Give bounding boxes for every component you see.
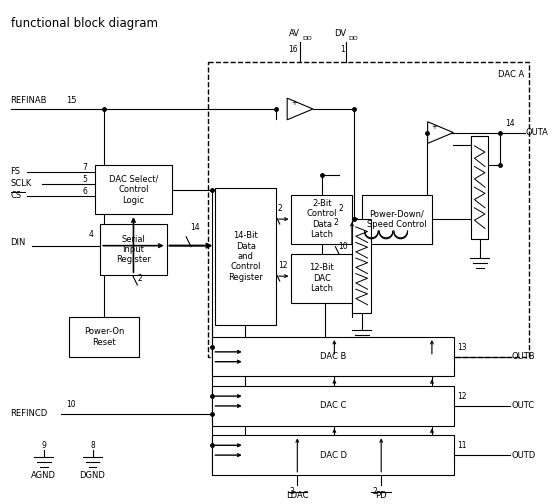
Text: DD: DD	[348, 36, 358, 41]
Text: SCLK: SCLK	[11, 179, 32, 188]
Bar	[352, 219, 371, 312]
Text: 2: 2	[138, 274, 142, 283]
Bar	[291, 195, 352, 244]
Bar	[213, 337, 455, 376]
Text: 1: 1	[340, 45, 345, 54]
Text: 14: 14	[190, 223, 200, 232]
Text: 13: 13	[457, 343, 467, 352]
Bar	[291, 254, 352, 303]
Text: 4: 4	[89, 230, 93, 239]
Text: FS: FS	[11, 167, 21, 176]
Text: DIN: DIN	[11, 238, 26, 247]
Text: 2: 2	[339, 204, 343, 213]
Text: 2: 2	[373, 486, 378, 495]
Polygon shape	[427, 122, 453, 144]
Text: DAC Select/
Control
Logic: DAC Select/ Control Logic	[109, 175, 158, 205]
Text: 3: 3	[289, 486, 294, 495]
Text: 9: 9	[41, 441, 46, 450]
Text: DAC D: DAC D	[320, 451, 347, 460]
Text: CS: CS	[11, 191, 22, 200]
Bar	[213, 435, 455, 475]
Text: 12: 12	[278, 261, 287, 270]
Bar	[69, 318, 139, 357]
Text: 7: 7	[83, 163, 88, 172]
Text: OUTC: OUTC	[512, 402, 535, 410]
Bar	[208, 62, 529, 357]
Text: DV: DV	[334, 29, 346, 38]
Text: +: +	[432, 123, 437, 130]
Text: 8: 8	[90, 441, 95, 450]
Text: 15: 15	[66, 96, 77, 105]
Text: REFINCD: REFINCD	[11, 409, 48, 418]
Bar	[213, 386, 455, 425]
Polygon shape	[287, 98, 313, 120]
Text: DAC A: DAC A	[498, 70, 524, 79]
Text: 16: 16	[289, 45, 298, 54]
Bar	[95, 165, 171, 214]
Text: 5: 5	[83, 175, 88, 184]
Text: Power-On
Reset: Power-On Reset	[84, 328, 124, 347]
Bar	[100, 224, 166, 275]
Text: REFINAB: REFINAB	[11, 96, 47, 105]
Bar	[362, 195, 432, 244]
Text: 2: 2	[334, 218, 339, 227]
Text: LDAC: LDAC	[286, 490, 309, 499]
Text: OUTB: OUTB	[512, 352, 536, 361]
Text: +: +	[291, 100, 297, 106]
Text: DAC C: DAC C	[320, 402, 346, 410]
Text: 2-Bit
Control
Data
Latch: 2-Bit Control Data Latch	[306, 199, 337, 239]
Text: PD: PD	[375, 490, 387, 499]
Text: DAC B: DAC B	[320, 352, 346, 361]
Text: 10: 10	[339, 241, 348, 250]
Text: 12-Bit
DAC
Latch: 12-Bit DAC Latch	[309, 263, 334, 293]
Text: OUTD: OUTD	[512, 451, 536, 460]
Text: 14: 14	[505, 118, 514, 128]
Text: 10: 10	[66, 400, 76, 409]
Text: Power-Down/
Speed Control: Power-Down/ Speed Control	[367, 210, 427, 229]
Text: 12: 12	[457, 392, 467, 401]
Text: functional block diagram: functional block diagram	[11, 17, 158, 30]
Bar	[215, 187, 276, 325]
Text: 6: 6	[83, 187, 88, 196]
Text: DGND: DGND	[79, 471, 105, 480]
Text: AV: AV	[289, 29, 300, 38]
Text: 2: 2	[278, 204, 282, 213]
Text: AGND: AGND	[31, 471, 56, 480]
Text: OUTA: OUTA	[526, 128, 548, 137]
Text: Serial
Input
Register: Serial Input Register	[116, 235, 151, 265]
Bar	[471, 136, 488, 239]
Text: 14-Bit
Data
and
Control
Register: 14-Bit Data and Control Register	[228, 231, 263, 282]
Text: 11: 11	[457, 441, 467, 450]
Text: DD: DD	[302, 36, 312, 41]
